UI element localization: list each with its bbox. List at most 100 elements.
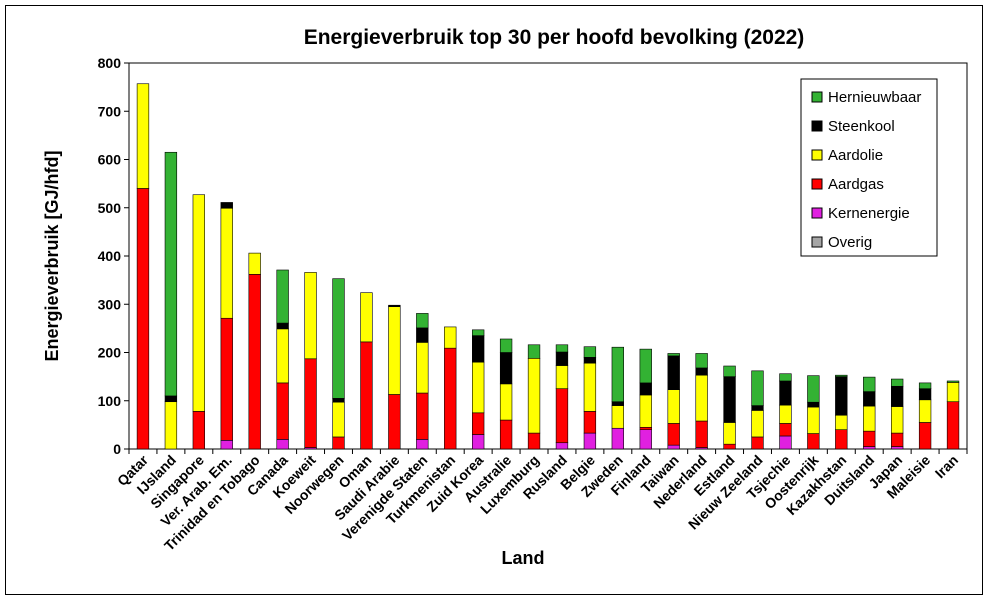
bar-segment-steenkool (416, 327, 429, 343)
legend-label-hernieuwbaar: Hernieuwbaar (828, 89, 921, 106)
bar-segment-aardgas (863, 430, 876, 447)
bar-segment-hernieuwbaar (416, 313, 429, 329)
y-axis: 0 100 200 300 400 500 600 700 800 (98, 55, 129, 457)
bar-segment-hernieuwbaar (835, 374, 848, 377)
bar-segment-hernieuwbaar (891, 378, 904, 387)
bar-segment-steenkool (332, 398, 345, 403)
bar-segment-aardolie (751, 410, 764, 438)
legend-swatch-hernieuwbaar (811, 91, 823, 103)
bar-segment-aardolie (667, 389, 680, 424)
bar-segment-hernieuwbaar (527, 344, 541, 359)
bar-segment-kernenergie (891, 446, 904, 450)
bar-segment-aardolie (863, 405, 876, 432)
bar-segment-hernieuwbaar (807, 375, 820, 403)
bar-segment-aardgas (779, 423, 792, 437)
bar-segment-aardgas (332, 436, 345, 450)
bar-segment-steenkool (807, 401, 820, 408)
bar-segment-aardgas (555, 388, 569, 444)
bar-segment-hernieuwbaar (164, 151, 178, 397)
bar-segment-aardolie (248, 252, 261, 275)
bar-segment-kernenergie (416, 439, 429, 450)
bars (136, 83, 960, 450)
bar-segment-aardolie (835, 414, 848, 431)
bar-segment-kernenergie (555, 442, 569, 450)
bar-segment-steenkool (583, 357, 597, 364)
bar-segment-aardolie (472, 361, 485, 414)
bar-segment-aardgas (388, 394, 401, 450)
bar-segment-aardgas (360, 341, 373, 450)
bar-segment-hernieuwbaar (583, 346, 597, 358)
bar-segment-aardgas (807, 433, 820, 450)
bar-segment-steenkool (611, 401, 624, 406)
bar-segment-hernieuwbaar (723, 365, 736, 377)
legend-swatch-steenkool (811, 120, 823, 132)
bar-segment-aardolie (918, 399, 932, 423)
bar-segment-kernenergie (220, 440, 233, 450)
bar-segment-aardolie (136, 83, 150, 189)
bar-segment-aardolie (276, 328, 289, 384)
bar-segment-aardolie (220, 207, 233, 319)
bar-segment-aardgas (220, 317, 233, 441)
bar-segment-aardgas (723, 443, 736, 450)
bar-segment-steenkool (695, 367, 708, 376)
x-tick-label: Iran (932, 452, 961, 481)
legend-label-kernenergie: Kernenergie (828, 205, 910, 222)
bar-segment-steenkool (164, 395, 178, 403)
bar-segment-steenkool (388, 304, 401, 307)
bar-segment-aardolie (360, 292, 373, 343)
y-axis-label: Energieverbruik [GJ/hfd] (42, 150, 62, 361)
bar-segment-steenkool (891, 385, 904, 407)
bar-segment-aardgas (248, 274, 261, 450)
bar-segment-aardgas (667, 423, 680, 446)
bar-segment-hernieuwbaar (472, 329, 485, 336)
bar-segment-steenkool (639, 382, 652, 396)
y-tick-label: 400 (98, 248, 122, 264)
bar-segment-hernieuwbaar (695, 353, 708, 369)
bar-segment-aardolie (946, 382, 960, 403)
bar-segment-hernieuwbaar (779, 373, 792, 382)
bar-segment-aardolie (416, 342, 429, 394)
bar-segment-aardgas (946, 401, 960, 450)
bar-segment-hernieuwbaar (751, 370, 764, 406)
y-tick-label: 700 (98, 103, 122, 119)
bar-segment-aardgas (527, 432, 541, 450)
bar-segment-kernenergie (639, 429, 652, 450)
y-tick-label: 100 (98, 393, 122, 409)
bar-segment-steenkool (918, 388, 932, 401)
legend-label-aardgas: Aardgas (828, 176, 884, 193)
bar-segment-hernieuwbaar (332, 278, 345, 399)
bar-segment-aardgas (304, 358, 317, 448)
bar-segment-kernenergie (611, 427, 624, 450)
legend-swatch-overig (811, 236, 823, 248)
legend-swatch-aardgas (811, 178, 823, 190)
bar-segment-steenkool (779, 380, 792, 406)
bar-segment-aardolie (527, 357, 541, 434)
legend: Hernieuwbaar Steenkool Aardolie Aardgas Kern… (800, 78, 938, 257)
x-axis-label: Land (502, 548, 545, 568)
bar-segment-hernieuwbaar (611, 346, 624, 403)
y-tick-label: 0 (113, 441, 121, 457)
bar-segment-kernenergie (276, 439, 289, 450)
bar-segment-aardgas (695, 420, 708, 448)
y-tick-label: 500 (98, 200, 122, 216)
y-tick-label: 300 (98, 296, 122, 312)
bar-segment-steenkool (555, 351, 569, 366)
bar-segment-aardolie (695, 374, 708, 422)
bar-segment-aardolie (164, 401, 178, 450)
bar-segment-kernenergie (779, 435, 792, 450)
bar-segment-hernieuwbaar (555, 344, 569, 353)
bar-segment-aardgas (835, 429, 848, 450)
bar-segment-aardolie (611, 405, 624, 429)
bar-segment-hernieuwbaar (639, 348, 652, 384)
y-tick-label: 200 (98, 345, 122, 361)
bar-segment-aardgas (891, 432, 904, 447)
bar-segment-aardolie (583, 362, 597, 412)
bar-segment-hernieuwbaar (918, 382, 932, 389)
legend-label-overig: Overig (828, 234, 872, 251)
bar-segment-hernieuwbaar (667, 353, 680, 357)
bar-segment-steenkool (835, 376, 848, 416)
bar-segment-aardolie (192, 194, 205, 412)
bar-segment-kernenergie (667, 444, 680, 450)
chart-frame: Energieverbruik top 30 per hoofd bevolki… (5, 5, 983, 595)
